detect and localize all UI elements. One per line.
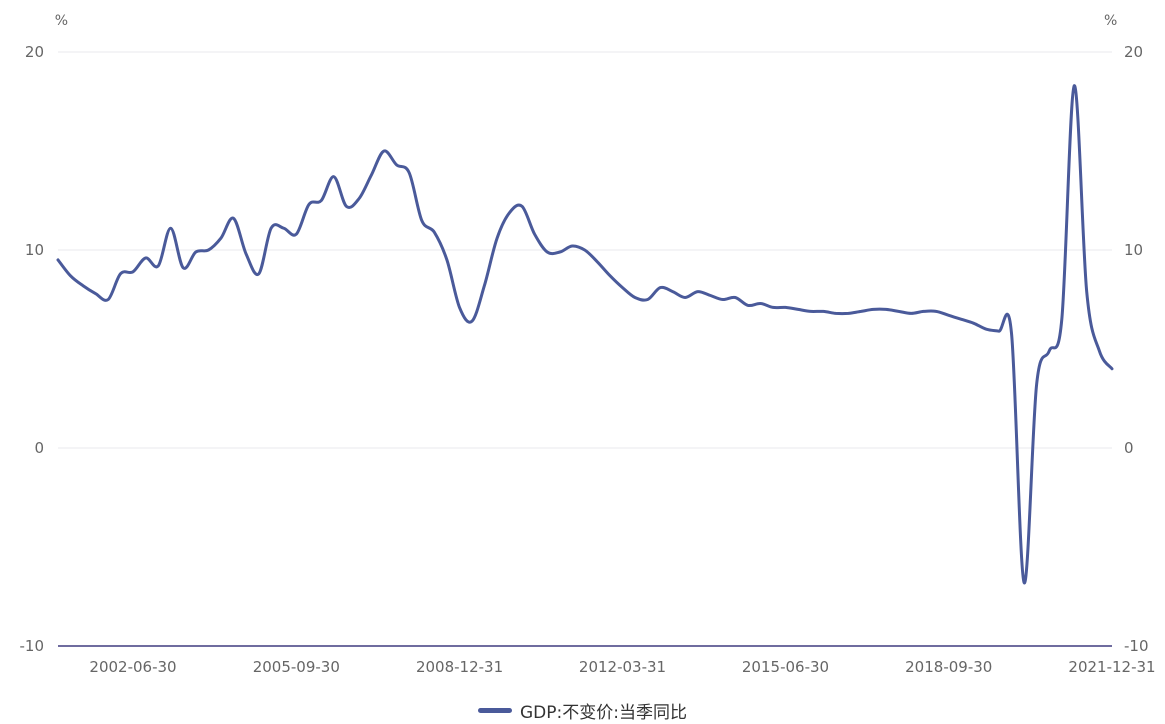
legend-label: GDP:不变价:当季同比 — [520, 702, 687, 723]
x-tick-label: 2008-12-31 — [416, 658, 503, 676]
y-tick-label-right: 20 — [1124, 43, 1143, 61]
y-tick-label-left: 0 — [34, 439, 44, 457]
gdp-series-line — [56, 84, 1114, 585]
x-axis-ticks: 2002-06-30 2005-09-30 2008-12-31 2012-03-31… — [89, 658, 1155, 676]
y-axis-ticks: -10 -10 0 0 10 10 20 20 — [20, 43, 1149, 655]
x-tick-label: 2002-06-30 — [89, 658, 176, 676]
y-tick-label-left: -10 — [20, 637, 45, 655]
right-axis-unit: % — [1104, 13, 1117, 29]
y-tick-label-left: 10 — [25, 241, 44, 259]
x-tick-label: 2012-03-31 — [579, 658, 666, 676]
x-tick-label: 2018-09-30 — [905, 658, 992, 676]
legend: GDP:不变价:当季同比 — [0, 699, 1165, 723]
y-tick-label-right: 0 — [1124, 439, 1134, 457]
y-tick-label-right: -10 — [1124, 637, 1149, 655]
x-tick-label: 2021-12-31 — [1068, 658, 1155, 676]
x-tick-label: 2005-09-30 — [253, 658, 340, 676]
left-axis-unit: % — [55, 13, 68, 29]
y-tick-label-right: 10 — [1124, 241, 1143, 259]
x-tick-label: 2015-06-30 — [742, 658, 829, 676]
y-tick-label-left: 20 — [25, 43, 44, 61]
legend-swatch — [478, 707, 512, 713]
